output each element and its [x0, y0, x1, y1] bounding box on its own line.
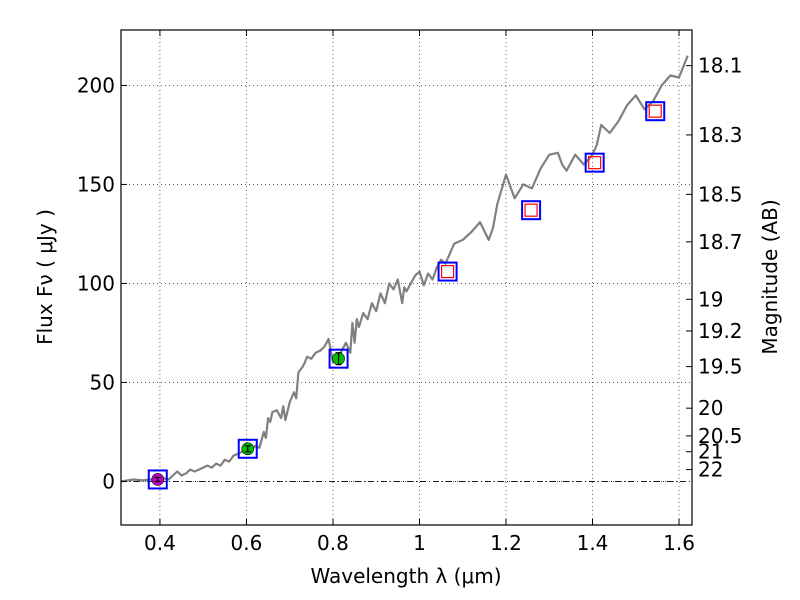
x-axis-ticks: 0.4 0.6 0.8 1 1.2 1.4 1.6	[144, 30, 695, 555]
photometry-point	[328, 348, 349, 369]
model-magnitude-marker	[645, 101, 666, 122]
upper-limit-marker	[524, 203, 538, 217]
x-tick-label: 1	[413, 531, 426, 555]
y-tick-label: 100	[77, 271, 115, 295]
y2-tick-label: 20.5	[698, 424, 743, 448]
upper-limit-marker	[588, 156, 602, 170]
photometry-point	[147, 469, 168, 490]
y2-tick-label: 18.5	[698, 182, 743, 206]
x-tick-label: 1.2	[490, 531, 522, 555]
y2-tick-label: 19.5	[698, 355, 743, 379]
y2-tick-label: 18.3	[698, 123, 743, 147]
y2-axis-title: Magnitude (AB)	[758, 199, 782, 354]
y-axis-title: Flux Fν ( μJy )	[33, 209, 57, 345]
y-tick-label: 200	[77, 73, 115, 97]
x-tick-label: 0.6	[231, 531, 263, 555]
y2-tick-label: 19	[698, 287, 723, 311]
y2-tick-label: 20	[698, 396, 723, 420]
x-tick-label: 1.6	[663, 531, 695, 555]
grid-lines	[121, 30, 692, 525]
photometry-point	[237, 438, 258, 459]
y-tick-label: 0	[102, 469, 115, 493]
x-tick-label: 1.4	[577, 531, 609, 555]
y2-tick-label: 21	[698, 440, 723, 464]
plot-frame	[120, 29, 693, 526]
photometry-point	[521, 200, 542, 221]
model-magnitude-marker	[437, 261, 458, 282]
x-tick-label: 0.8	[317, 531, 349, 555]
x-tick-label: 0.4	[144, 531, 176, 555]
model-magnitude-marker	[584, 152, 605, 173]
upper-limit-marker	[648, 104, 662, 118]
photometry-points	[147, 101, 666, 490]
y2-tick-label: 18.1	[698, 54, 743, 78]
model-magnitude-marker	[147, 469, 168, 490]
model-magnitude-marker	[521, 200, 542, 221]
y2-tick-label: 22	[698, 458, 723, 482]
model-magnitude-marker	[237, 438, 258, 459]
photometry-point	[584, 152, 605, 173]
y-tick-label: 50	[90, 370, 115, 394]
upper-limit-marker	[440, 264, 455, 279]
x-axis-title: Wavelength λ (μm)	[310, 564, 501, 588]
photometry-point	[645, 101, 666, 122]
y2-tick-label: 19.2	[698, 319, 743, 343]
y-axis-ticks: 0 50 100 150 200	[77, 73, 127, 493]
photometry-point	[437, 261, 458, 282]
model-magnitude-marker	[328, 348, 349, 369]
y2-tick-label: 18.7	[698, 230, 743, 254]
y-tick-label: 150	[77, 172, 115, 196]
spectrum-line	[120, 55, 689, 483]
